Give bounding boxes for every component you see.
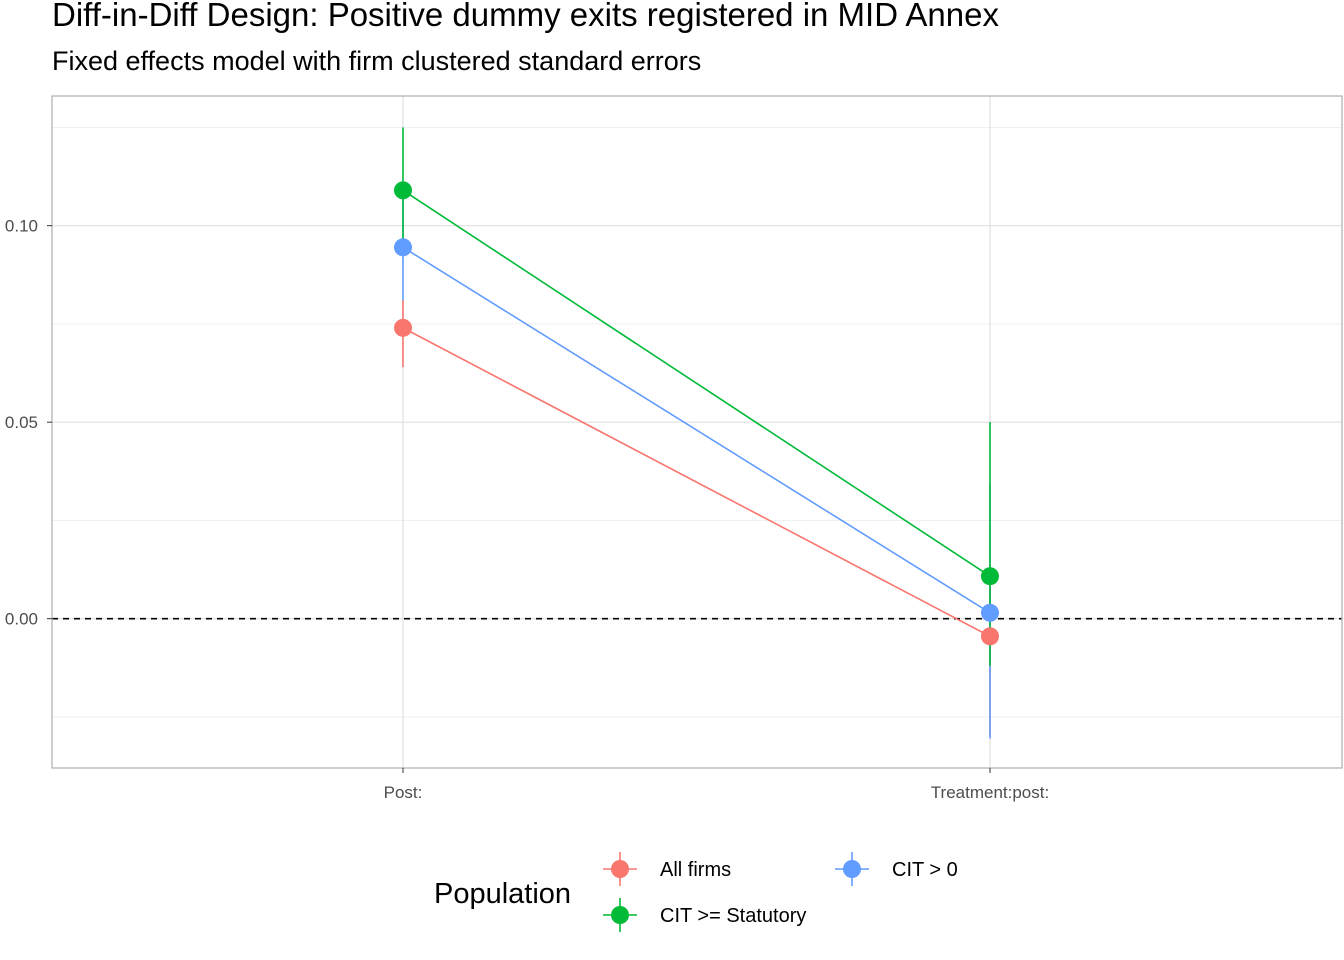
x-tick-label: Treatment:post: [931, 783, 1049, 802]
data-point [394, 238, 412, 257]
legend-key-point [843, 860, 861, 878]
y-tick-label: 0.05 [5, 413, 38, 432]
legend-item: CIT > 0 [835, 852, 958, 886]
data-point [394, 318, 412, 337]
y-tick-label: 0.10 [5, 217, 38, 236]
data-point [981, 603, 999, 622]
legend-item: CIT >= Statutory [603, 898, 806, 932]
series-line [402, 189, 991, 577]
grid [52, 96, 1342, 768]
y-tick-label: 0.00 [5, 610, 38, 629]
legend-key-point [611, 906, 629, 924]
legend-label: CIT > 0 [892, 859, 958, 881]
plot-background [52, 96, 1342, 768]
legend-label: CIT >= Statutory [660, 905, 806, 927]
series-line [402, 327, 991, 638]
data-point [981, 567, 999, 586]
chart-subtitle: Fixed effects model with firm clustered … [52, 46, 702, 76]
chart-title: Diff-in-Diff Design: Positive dummy exit… [52, 0, 999, 33]
legend-key-point [611, 860, 629, 878]
series-layer [394, 127, 999, 739]
series-line [402, 246, 991, 614]
legend-item: All firms [603, 852, 731, 886]
legend-title: Population [434, 878, 571, 910]
data-point [394, 181, 412, 200]
legend: Population All firms CIT > 0 CIT >= Statuto… [434, 852, 958, 932]
x-axis-ticks: Post: Treatment:post: [384, 768, 1049, 802]
plot-border [51, 95, 1343, 769]
x-tick-label: Post: [384, 783, 423, 802]
legend-label: All firms [660, 859, 731, 881]
data-point [981, 627, 999, 646]
y-axis-ticks: 0.00 0.05 0.10 [5, 217, 52, 629]
